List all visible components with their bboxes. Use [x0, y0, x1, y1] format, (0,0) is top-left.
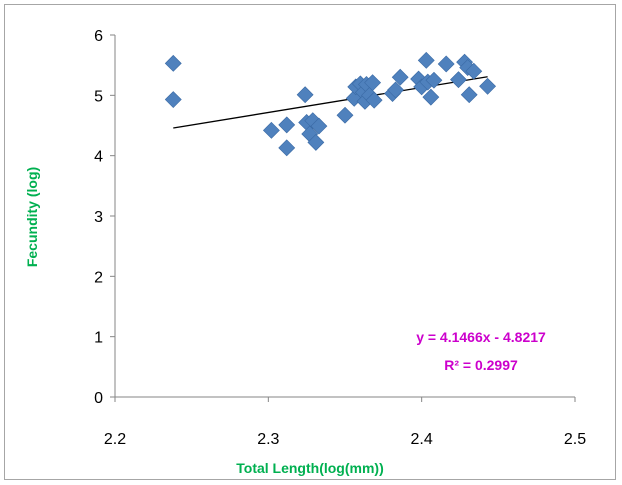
data-point [450, 71, 467, 89]
data-point [425, 71, 443, 89]
data-point [460, 86, 478, 104]
data-point [387, 81, 405, 99]
data-point [304, 112, 322, 130]
data-point [307, 133, 325, 151]
x-tick-label: 2.4 [411, 431, 433, 448]
data-point [310, 117, 328, 135]
y-tick-label: 5 [94, 88, 103, 105]
y-tick-label: 2 [94, 269, 103, 286]
data-point [164, 54, 182, 72]
x-axis: 2.2 2.3 2.4 2.5 [104, 396, 586, 448]
chart-area [4, 4, 616, 480]
data-point [365, 91, 383, 109]
x-tick-label: 2.5 [564, 431, 586, 448]
data-point [465, 62, 483, 80]
data-point [336, 106, 354, 124]
data-point [262, 121, 280, 139]
data-point [422, 88, 440, 106]
data-points [164, 51, 497, 157]
y-tick-label: 0 [94, 390, 103, 407]
data-point [278, 139, 296, 157]
y-tick-label: 3 [94, 209, 103, 226]
data-point [296, 86, 314, 104]
y-axis: 0 1 2 3 4 5 6 [94, 28, 116, 407]
y-tick-label: 4 [94, 149, 103, 166]
data-point [437, 55, 455, 73]
data-point [479, 77, 497, 95]
data-point [364, 74, 382, 92]
trendline-equation: y = 4.1466x - 4.8217 [416, 329, 546, 345]
data-point [417, 51, 435, 69]
trendline [173, 76, 488, 129]
data-point [164, 91, 182, 108]
data-point [278, 116, 296, 134]
trendline-group [173, 76, 488, 129]
x-tick-label: 2.2 [104, 431, 126, 448]
y-tick-label: 6 [94, 28, 103, 45]
trendline-r-squared: R² = 0.2997 [444, 357, 518, 373]
y-tick-label: 1 [94, 330, 103, 347]
y-axis-title: Fecundity (log) [24, 167, 40, 267]
data-point [391, 68, 409, 86]
x-axis-title: Total Length(log(mm)) [236, 460, 384, 476]
x-tick-label: 2.3 [257, 431, 279, 448]
